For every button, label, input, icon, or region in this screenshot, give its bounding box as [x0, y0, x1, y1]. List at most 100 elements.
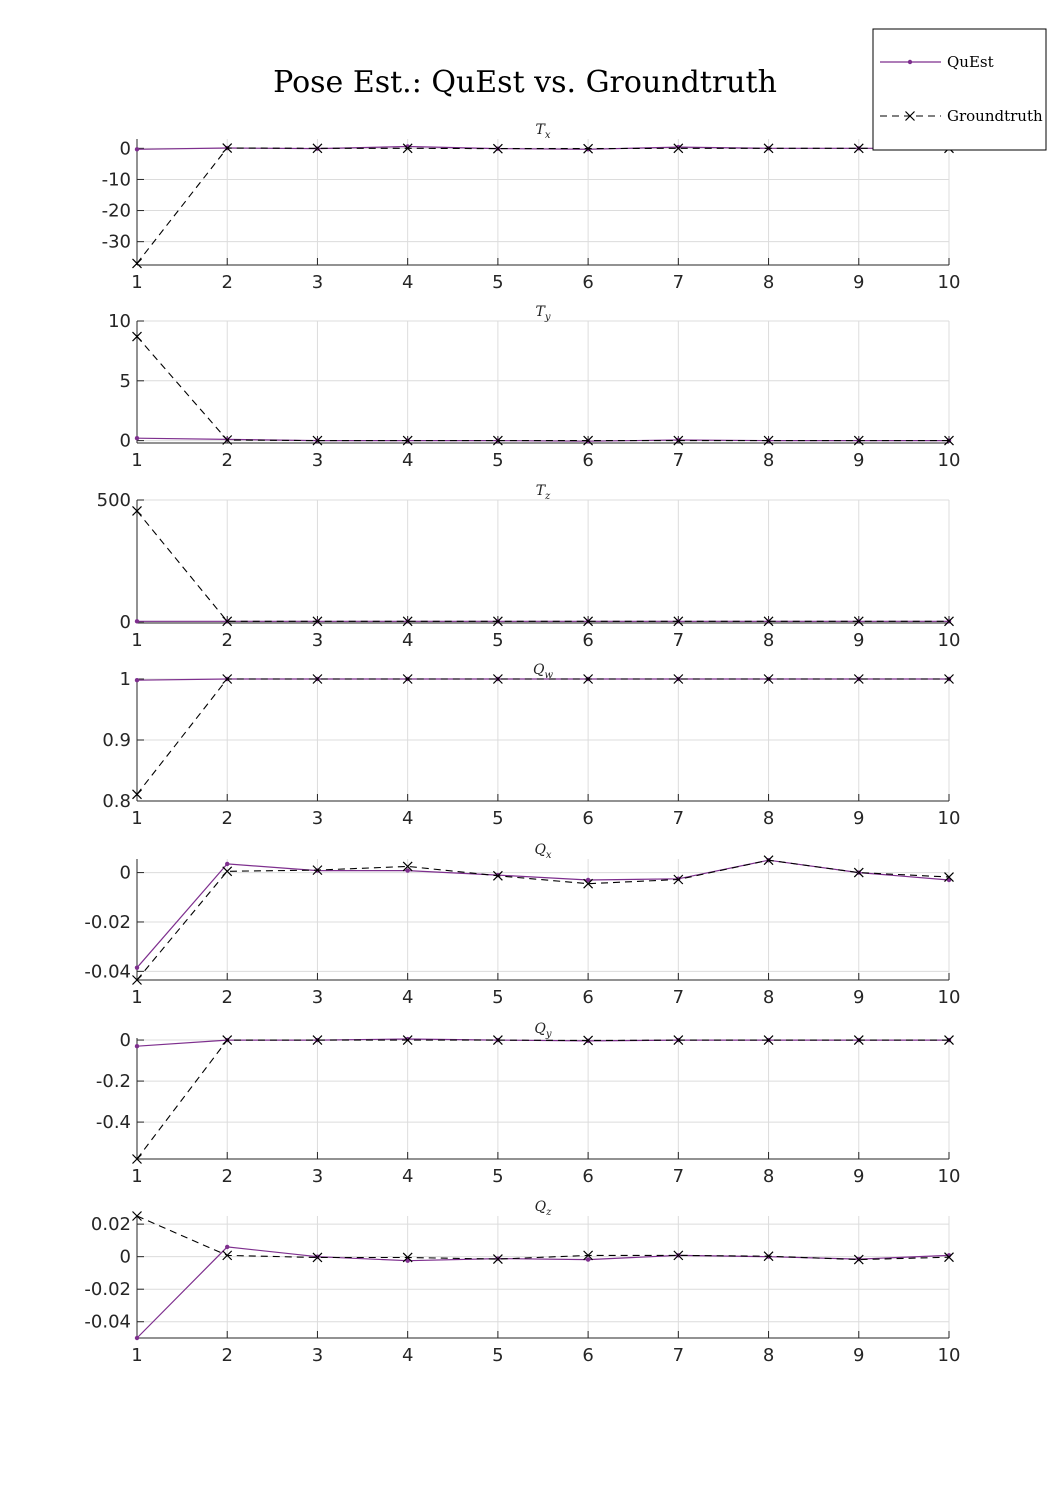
x-tick-label: 2 — [221, 1166, 232, 1187]
x-tick-label: 4 — [402, 630, 413, 651]
x-tick-label: 10 — [938, 272, 961, 293]
data-point-x-marker — [673, 1035, 684, 1045]
data-point-x-marker — [763, 1251, 774, 1262]
data-point-x-marker — [312, 1035, 323, 1045]
x-tick-label: 9 — [853, 272, 864, 293]
data-point-x-marker — [312, 865, 323, 876]
data-point-x-marker — [132, 506, 142, 516]
x-tick-label: 8 — [763, 808, 774, 829]
x-tick-label: 9 — [853, 450, 864, 471]
data-point-dot — [585, 1257, 591, 1262]
x-tick-label: 7 — [673, 808, 684, 829]
x-tick-label: 5 — [492, 630, 503, 651]
data-point-x-marker — [673, 674, 684, 684]
y-tick-label: 1 — [120, 669, 131, 690]
data-point-x-marker — [312, 674, 323, 684]
y-tick-label: 0 — [120, 612, 131, 633]
x-tick-label: 1 — [131, 808, 142, 829]
x-tick-label: 3 — [312, 987, 323, 1008]
series-groundtruth — [132, 1211, 954, 1265]
x-tick-label: 2 — [221, 808, 232, 829]
data-point-x-marker — [673, 874, 684, 885]
x-tick-label: 7 — [673, 630, 684, 651]
data-point-x-marker — [222, 866, 233, 877]
data-point-x-marker — [583, 1250, 594, 1261]
x-tick-label: 1 — [131, 1345, 142, 1366]
legend-box — [872, 28, 1047, 151]
data-point-x-marker — [583, 616, 594, 627]
data-point-x-marker — [583, 674, 594, 684]
y-tick-label: -10 — [102, 169, 131, 190]
y-tick-label: -0.2 — [96, 1071, 131, 1092]
x-tick-label: 5 — [492, 808, 503, 829]
x-tick-label: 2 — [221, 630, 232, 651]
series-quest — [134, 436, 952, 444]
x-tick-label: 8 — [763, 1166, 774, 1187]
x-tick-label: 9 — [853, 630, 864, 651]
data-point-x-marker — [402, 1252, 413, 1263]
y-tick-label: -0.04 — [84, 1312, 131, 1333]
x-tick-label: 5 — [492, 1345, 503, 1366]
legend-dot-marker — [907, 59, 913, 65]
data-point-x-marker — [853, 1254, 864, 1265]
x-tick-label: 8 — [763, 1345, 774, 1366]
x-tick-label: 5 — [492, 987, 503, 1008]
data-point-x-marker — [763, 616, 774, 627]
x-tick-label: 8 — [763, 987, 774, 1008]
data-point-x-marker — [583, 435, 594, 446]
y-tick-label: 5 — [120, 371, 131, 392]
x-tick-label: 6 — [582, 272, 593, 293]
data-point-x-marker — [132, 1154, 142, 1164]
x-tick-label: 2 — [221, 272, 232, 293]
x-tick-label: 10 — [938, 630, 961, 651]
x-tick-label: 6 — [582, 630, 593, 651]
subplot-ty: 10 5 01 2 3 4 5 6 7 8 9 10 Ty — [108, 304, 960, 471]
data-point-dot — [134, 1335, 140, 1341]
data-point-dot — [405, 1258, 410, 1263]
legend-entry-groundtruth: Groundtruth — [880, 107, 1043, 125]
x-tick-label: 4 — [402, 987, 413, 1008]
data-point-x-marker — [132, 331, 142, 342]
data-point-x-marker — [402, 616, 413, 627]
subplot-title: Tz — [536, 483, 551, 502]
x-tick-label: 8 — [763, 450, 774, 471]
y-tick-label: -0.4 — [96, 1112, 131, 1133]
x-tick-label: 5 — [492, 450, 503, 471]
x-tick-label: 6 — [582, 1166, 593, 1187]
data-point-x-marker — [492, 674, 503, 684]
data-point-x-marker — [853, 867, 864, 878]
x-tick-label: 9 — [853, 1345, 864, 1366]
subplot-qz: 0.02 0 -0.02 -0.041 2 3 4 5 6 7 8 9 10 Qz — [84, 1199, 960, 1366]
legend-entry-quest: QuEst — [880, 53, 994, 71]
series-line — [136, 678, 949, 795]
series-quest — [134, 1036, 952, 1049]
subplot-title: Ty — [536, 304, 551, 323]
y-tick-label: 0 — [120, 863, 131, 884]
data-point-x-marker — [222, 435, 233, 445]
series-line — [136, 147, 949, 264]
x-tick-label: 7 — [673, 272, 684, 293]
data-point-x-marker — [132, 975, 142, 985]
x-tick-label: 7 — [673, 1345, 684, 1366]
data-point-dot — [225, 861, 230, 867]
data-point-x-marker — [402, 435, 413, 446]
data-point-x-marker — [132, 789, 142, 800]
data-point-x-marker — [944, 872, 954, 882]
data-point-dot — [405, 868, 410, 873]
series-line — [136, 1246, 950, 1339]
x-tick-label: 10 — [938, 450, 961, 471]
subplot-tz: 500 01 2 3 4 5 6 7 8 9 10 Tz — [97, 483, 961, 651]
subplot-title: Qy — [534, 1021, 551, 1040]
x-tick-label: 8 — [763, 272, 774, 293]
data-point-x-marker — [944, 674, 954, 684]
x-tick-label: 2 — [221, 987, 232, 1008]
y-tick-label: 0 — [120, 431, 131, 452]
subplot-title: Qw — [533, 662, 553, 681]
x-tick-label: 5 — [492, 272, 503, 293]
x-tick-label: 4 — [402, 1166, 413, 1187]
x-tick-label: 3 — [312, 630, 323, 651]
subplot-qy: 0 -0.2 -0.4 1 2 3 4 5 6 7 8 9 10 Qy — [96, 1021, 961, 1187]
data-point-x-marker — [222, 1035, 233, 1045]
x-tick-label: 3 — [312, 1166, 323, 1187]
